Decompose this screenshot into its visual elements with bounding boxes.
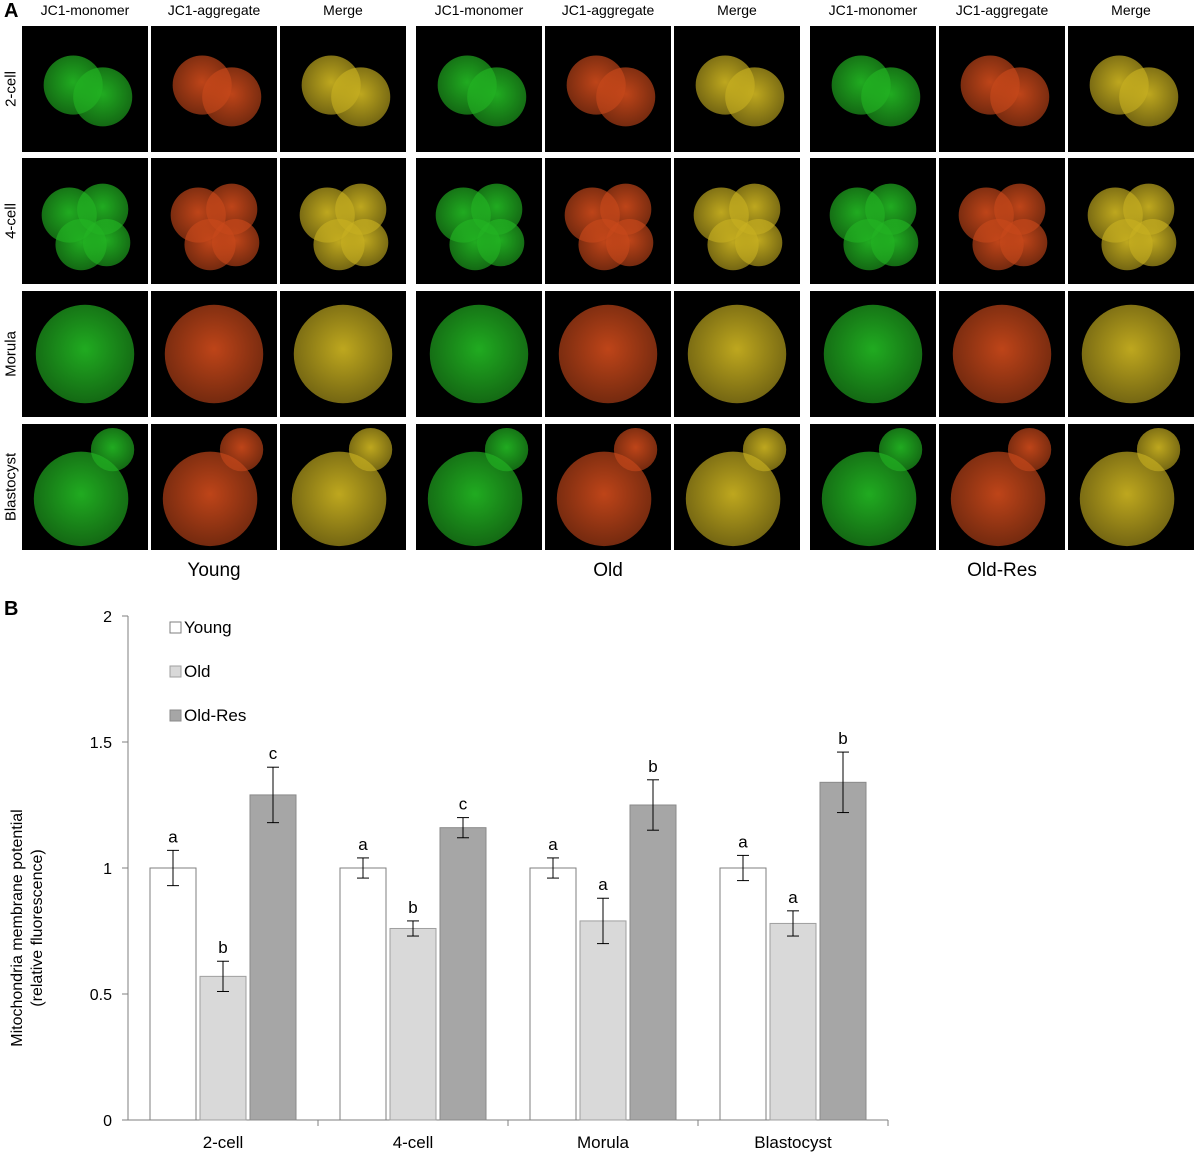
micrograph-tile bbox=[280, 291, 406, 417]
column-header: Merge bbox=[717, 2, 757, 18]
column-header: Merge bbox=[1111, 2, 1151, 18]
micrograph-tile bbox=[939, 26, 1065, 152]
x-category-label: Blastocyst bbox=[754, 1133, 832, 1152]
micrograph-tile bbox=[545, 424, 671, 550]
significance-letter: b bbox=[838, 729, 847, 748]
column-header: JC1-aggregate bbox=[561, 2, 655, 18]
bar bbox=[339, 867, 387, 1121]
micrograph-tile bbox=[151, 291, 277, 417]
bar bbox=[249, 794, 297, 1121]
row-label: Morula bbox=[2, 331, 20, 377]
micrograph-tile bbox=[22, 158, 148, 284]
micrograph-tile bbox=[810, 26, 936, 152]
significance-letter: b bbox=[218, 938, 227, 957]
column-header: JC1-monomer bbox=[434, 2, 524, 18]
legend-swatch bbox=[169, 621, 182, 634]
micrograph-tile bbox=[939, 158, 1065, 284]
significance-letter: a bbox=[548, 835, 558, 854]
micrograph-tile bbox=[674, 291, 800, 417]
y-tick-label: 0.5 bbox=[90, 987, 112, 1004]
micrograph-tile bbox=[151, 26, 277, 152]
micrograph-tile bbox=[810, 424, 936, 550]
significance-letter: a bbox=[358, 835, 368, 854]
micrograph-tile bbox=[810, 291, 936, 417]
significance-letter: c bbox=[459, 795, 468, 814]
group-label-1: Old bbox=[593, 560, 623, 581]
micrograph-tile bbox=[416, 291, 542, 417]
column-header: JC1-aggregate bbox=[955, 2, 1049, 18]
bar bbox=[579, 920, 627, 1121]
micrograph-tile bbox=[22, 26, 148, 152]
micrograph-tile bbox=[22, 424, 148, 550]
bar bbox=[389, 927, 437, 1121]
significance-letter: b bbox=[648, 757, 657, 776]
bar bbox=[529, 867, 577, 1121]
y-tick-label: 1 bbox=[103, 861, 112, 878]
column-header: JC1-aggregate bbox=[167, 2, 261, 18]
micrograph-tile bbox=[674, 424, 800, 550]
micrograph-tile bbox=[545, 291, 671, 417]
bar bbox=[199, 975, 247, 1121]
micrograph-tile bbox=[416, 26, 542, 152]
micrograph-tile bbox=[1068, 424, 1194, 550]
micrograph-tile bbox=[151, 158, 277, 284]
significance-letter: a bbox=[788, 888, 798, 907]
y-tick-label: 0 bbox=[103, 1113, 112, 1130]
bar bbox=[819, 781, 867, 1121]
micrograph-tile bbox=[416, 158, 542, 284]
panel-b-letter: B bbox=[4, 598, 19, 620]
micrograph-tile bbox=[1068, 291, 1194, 417]
micrograph-tile bbox=[545, 26, 671, 152]
bar-chart: 0 0.5 1 1.5 2 Mitochondria membrane potential… bbox=[9, 609, 889, 1152]
panel-a-letter: A bbox=[4, 0, 19, 22]
row-label: 4-cell bbox=[2, 203, 20, 239]
legend-label: Old-Res bbox=[184, 706, 246, 725]
micrograph-tile bbox=[280, 26, 406, 152]
micrograph-tile bbox=[280, 158, 406, 284]
legend-swatch bbox=[169, 665, 182, 678]
micrograph-tile bbox=[939, 291, 1065, 417]
micrograph-tile bbox=[416, 424, 542, 550]
y-tick-label: 1.5 bbox=[90, 735, 112, 752]
significance-letter: a bbox=[168, 827, 178, 846]
micrograph-tile bbox=[22, 291, 148, 417]
x-category-label: 4-cell bbox=[393, 1133, 434, 1152]
bar bbox=[629, 804, 677, 1121]
micrograph-tile bbox=[674, 158, 800, 284]
bar bbox=[149, 867, 197, 1121]
row-label: Blastocyst bbox=[2, 452, 20, 522]
group-label-0: Young bbox=[187, 560, 241, 581]
column-header: JC1-monomer bbox=[40, 2, 130, 18]
y-axis-label: (relative fluorescence) bbox=[29, 849, 46, 1006]
micrograph-tile bbox=[545, 158, 671, 284]
significance-letter: c bbox=[269, 744, 278, 763]
legend-label: Old bbox=[184, 662, 210, 681]
micrograph-tile bbox=[151, 424, 277, 550]
column-header: JC1-monomer bbox=[828, 2, 918, 18]
micrograph-tile bbox=[1068, 26, 1194, 152]
y-axis-label: Mitochondria membrane potential bbox=[9, 809, 26, 1046]
group-label-2: Old-Res bbox=[967, 560, 1037, 581]
significance-letter: a bbox=[738, 832, 748, 851]
column-header: Merge bbox=[323, 2, 363, 18]
bar bbox=[719, 867, 767, 1121]
micrograph-tile bbox=[810, 158, 936, 284]
significance-letter: a bbox=[598, 875, 608, 894]
legend-label: Young bbox=[184, 618, 232, 637]
micrograph-tile bbox=[1068, 158, 1194, 284]
x-category-label: 2-cell bbox=[203, 1133, 244, 1152]
significance-letter: b bbox=[408, 898, 417, 917]
y-tick-label: 2 bbox=[103, 609, 112, 626]
micrograph-tile bbox=[939, 424, 1065, 550]
row-label: 2-cell bbox=[2, 71, 20, 107]
x-category-label: Morula bbox=[577, 1133, 630, 1152]
micrograph-tile bbox=[280, 424, 406, 550]
legend-swatch bbox=[169, 709, 182, 722]
micrograph-tile bbox=[674, 26, 800, 152]
bar bbox=[769, 922, 817, 1121]
bar bbox=[439, 827, 487, 1121]
